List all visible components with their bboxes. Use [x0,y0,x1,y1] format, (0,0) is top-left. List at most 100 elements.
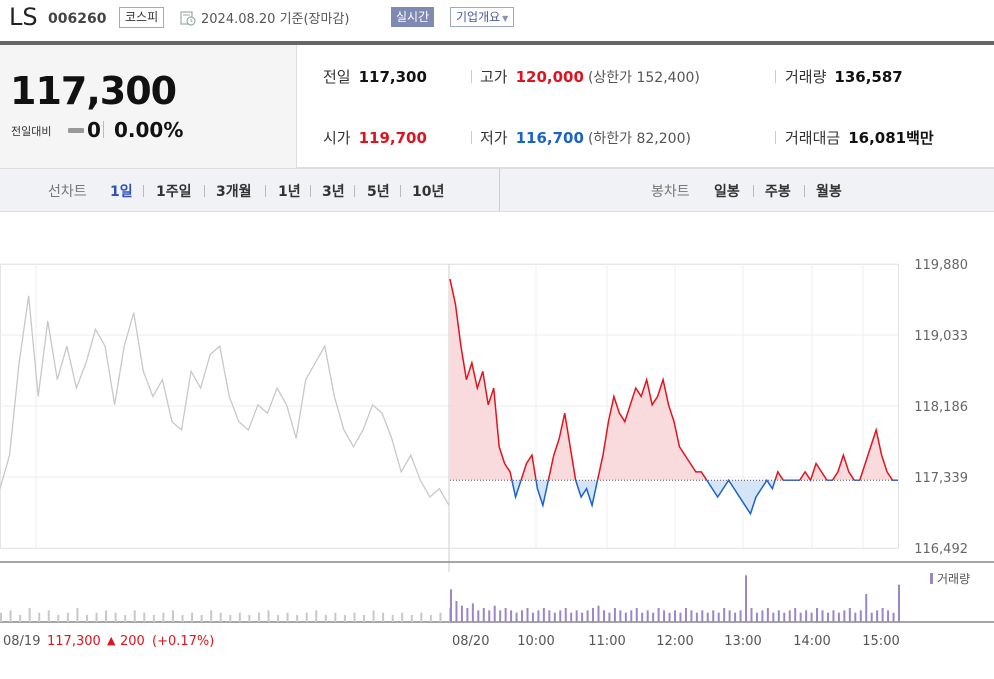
volume-bar-prev [9,610,12,622]
volume-bar-today [597,605,600,622]
volume-bar-today [679,612,682,622]
volume-bar-today [734,612,737,622]
period-1d[interactable]: 1일 [110,184,133,200]
volume-bar-prev [353,612,356,622]
y-tick-label: 118,186 [914,400,968,415]
x-tick-label: 08/19 [3,634,40,649]
stat-divider [775,131,776,144]
caret-down-icon: ▼ [502,14,509,23]
period-divider [753,185,754,197]
period-divider [204,185,205,197]
period-1y[interactable]: 1년 [278,184,301,200]
stat-label: 거래량 [785,68,827,86]
volume-bar-today [739,610,742,622]
volume-bar-prev [66,612,69,622]
market-badge: 코스피 [119,7,165,28]
series-line-up [449,278,898,481]
volume-bar-prev [391,615,394,622]
stat-unit: 백만 [906,129,934,147]
volume-bar-today [613,608,616,622]
price-chart: 119,880 119,033 118,186 117,339 116,492 거래량 08… [0,212,994,679]
volume-bar-prev [315,610,318,622]
stat-value: 136,587 [834,68,903,86]
volume-bar-prev [343,615,346,622]
period-5y[interactable]: 5년 [367,184,390,200]
volume-bar-prev [143,612,146,622]
volume-bar-prev [38,612,41,622]
volume-bar-today [559,610,562,622]
volume-bar-today [515,612,518,622]
volume-bar-today [805,610,808,622]
price-stats: 전일 117,300 고가 120,000 (상한가 152,400) 거래량 136,… [297,45,994,168]
prev-day-close: 117,300 [47,634,101,649]
x-tick-label: 11:00 [588,634,625,649]
volume-bar-today [674,610,676,622]
volume-bar-today [542,608,545,622]
volume-bar-today [581,612,584,622]
chart-controls: 선차트 1일 1주일 3개월 1년 3년 5년 10년 봉차트 일봉 주봉 월봉 [0,168,994,212]
period-3m[interactable]: 3개월 [216,184,252,200]
stock-code: 006260 [48,11,107,27]
volume-bar-prev [28,608,31,622]
volume-bar-today [898,584,900,622]
stat-prev-close: 전일 117,300 [323,66,427,87]
volume-bar-today [635,608,638,622]
volume-bar-prev [0,612,2,622]
volume-bar-prev [191,612,194,622]
candle-weekly[interactable]: 주봉 [765,184,791,200]
volume-bar-today [624,612,627,622]
volume-bar-today [548,610,551,622]
volume-bar-today [745,575,748,622]
change-divider [103,121,104,138]
volume-bar-today [477,610,480,622]
volume-bar-today [826,612,829,622]
stat-divider [471,70,472,83]
volume-bar-today [881,608,884,622]
volume-bar-today [854,612,857,622]
volume-bar-prev [296,615,299,622]
x-tick-label: 15:00 [862,634,899,649]
volume-bar-today [723,608,726,622]
period-1w[interactable]: 1주일 [156,184,192,200]
stock-name: LS [9,3,38,31]
company-overview-label: 기업개요 [456,10,501,24]
volume-bar-prev [47,610,50,622]
volume-bar-today [684,608,687,622]
volume-bar-today [504,608,507,622]
clock-icon [180,11,196,26]
volume-bar-prev [277,615,280,622]
realtime-button[interactable]: 실시간 [391,7,435,27]
stat-label: 거래대금 [785,129,841,147]
volume-bar-today [646,610,649,622]
x-tick-label: 12:00 [656,634,693,649]
candle-monthly[interactable]: 월봉 [816,184,842,200]
volume-bar-today [783,612,786,622]
change-label: 전일대비 [11,125,52,138]
volume-bar-today [761,610,764,622]
stat-low: 저가 116,700 (하한가 82,200) [480,127,691,148]
volume-bar-prev [105,610,108,622]
period-3y[interactable]: 3년 [322,184,345,200]
stat-value: 116,700 [515,129,584,147]
volume-bar-today [537,610,540,622]
volume-bar-prev [238,612,241,622]
candle-daily[interactable]: 일봉 [714,184,740,200]
volume-bar-today [816,608,819,622]
x-tick-label: 14:00 [793,634,830,649]
period-divider [400,185,401,197]
volume-bar-prev [76,608,79,622]
volume-bar-prev [114,612,117,622]
up-triangle-icon: ▲ [107,634,116,647]
volume-bar-today [482,608,485,622]
volume-bar-prev [162,612,165,622]
volume-bar-today [471,603,474,622]
volume-bar-today [608,612,611,622]
company-overview-button[interactable]: 기업개요 ▼ [450,7,515,27]
stat-value: 119,700 [358,129,427,147]
volume-bar-today [810,612,813,622]
y-tick-label: 116,492 [914,542,968,557]
volume-legend-swatch [930,573,933,584]
volume-bar-today [728,610,731,622]
period-10y[interactable]: 10년 [412,184,445,200]
volume-bar-today [493,605,496,622]
